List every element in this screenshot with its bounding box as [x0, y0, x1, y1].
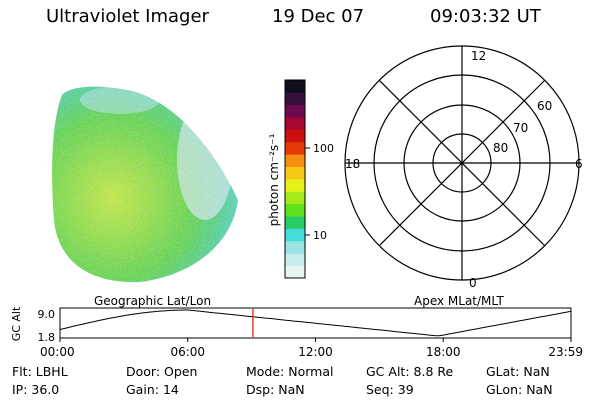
glat-field: GLat: NaN: [486, 364, 550, 379]
colorbar-swatch: [285, 129, 305, 143]
flt-field: Flt: LBHL: [12, 364, 68, 379]
date-label: 19 Dec 07: [272, 6, 365, 27]
lat-70-label: 70: [513, 121, 528, 135]
colorbar-swatch: [285, 166, 305, 180]
time-label: 09:03:32 UT: [430, 6, 541, 27]
colorbar-tick-label: 10: [313, 229, 327, 242]
seq-field: Seq: 39: [366, 382, 414, 397]
orbit-ylabel: GC Alt: [10, 306, 23, 341]
colorbar-label: photon cm⁻²s⁻¹: [267, 133, 281, 226]
apex-label: Apex MLat/MLT: [414, 294, 504, 308]
lat-60-label: 60: [537, 99, 552, 113]
x-tick-label: 00:00: [40, 345, 75, 359]
y-tick-1.8: 1.8: [38, 331, 56, 344]
colorbar-swatch: [285, 104, 305, 118]
glon-field: GLon: NaN: [486, 382, 553, 397]
ip-field: IP: 36.0: [12, 382, 60, 397]
gain-field: Gain: 14: [126, 382, 179, 397]
gcalt-field: GC Alt: 8.8 Re: [366, 364, 454, 379]
x-tick-label: 18:00: [426, 345, 461, 359]
colorbar-swatch: [285, 216, 305, 229]
mlt-0-label: 0: [469, 276, 477, 290]
lat-80-label: 80: [493, 141, 508, 155]
x-tick-label: 12:00: [298, 345, 333, 359]
mlt-12-label: 12: [471, 49, 486, 63]
x-tick-label: 06:00: [170, 345, 205, 359]
colorbar-swatch: [285, 265, 305, 279]
x-tick-label: 23:59: [548, 345, 583, 359]
colorbar-swatch: [285, 141, 305, 155]
mlt-6-label: 6: [575, 157, 583, 171]
colorbar-swatch: [285, 228, 305, 242]
colorbar-swatch: [285, 117, 305, 130]
geographic-label: Geographic Lat/Lon: [94, 294, 212, 308]
colorbar-swatch: [285, 203, 305, 217]
colorbar-swatch: [285, 191, 305, 205]
colorbar-tick-label: 100: [313, 142, 334, 155]
colorbar-swatch: [285, 253, 305, 267]
colorbar-swatch: [285, 240, 305, 254]
mlt-18-label: 18: [345, 157, 360, 171]
y-tick-9: 9.0: [38, 308, 56, 321]
door-field: Door: Open: [126, 364, 198, 379]
colorbar-swatch: [285, 92, 305, 106]
colorbar-swatch: [285, 80, 305, 93]
mode-field: Mode: Normal: [246, 364, 334, 379]
instrument-title: Ultraviolet Imager: [46, 6, 209, 27]
colorbar-swatch: [285, 179, 305, 192]
colorbar-swatch: [285, 154, 305, 168]
dsp-field: Dsp: NaN: [246, 382, 305, 397]
